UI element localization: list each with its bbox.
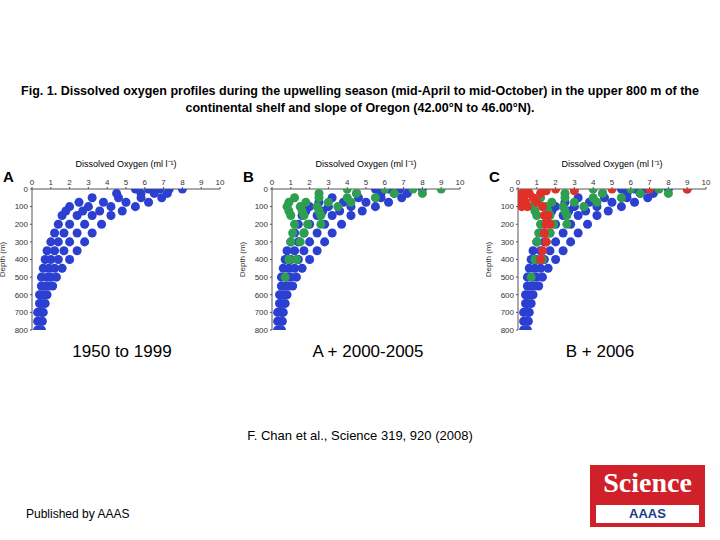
svg-text:100: 100 [255, 202, 269, 211]
svg-text:500: 500 [255, 273, 269, 282]
svg-text:7: 7 [161, 178, 166, 187]
svg-text:400: 400 [15, 255, 29, 264]
svg-text:9: 9 [199, 178, 204, 187]
svg-text:6: 6 [143, 178, 148, 187]
html-text:AAAS: AAAS [629, 506, 666, 521]
svg-text:500: 500 [15, 273, 29, 282]
svg-text:7: 7 [401, 178, 406, 187]
svg-text:600: 600 [501, 291, 515, 300]
svg-text:100: 100 [15, 202, 29, 211]
svg-text:8: 8 [180, 178, 185, 187]
svg-text:0: 0 [264, 185, 269, 194]
svg-text:2: 2 [67, 178, 72, 187]
svg-text:400: 400 [501, 255, 515, 264]
svg-text:5: 5 [124, 178, 129, 187]
svg-text:200: 200 [15, 220, 29, 229]
html-text:A + 2000-2005: A + 2000-2005 [312, 342, 424, 361]
svg-text:8: 8 [666, 178, 671, 187]
svg-text:300: 300 [255, 238, 269, 247]
html-text:Published by AAAS: Published by AAAS [26, 507, 130, 521]
svg-text:2: 2 [307, 178, 312, 187]
html-text:A: A [3, 168, 14, 185]
svg-text:8: 8 [420, 178, 425, 187]
svg-text:4: 4 [105, 178, 110, 187]
svg-text:4: 4 [345, 178, 350, 187]
svg-text:0: 0 [270, 178, 275, 187]
svg-text:10: 10 [456, 178, 465, 187]
svg-text:800: 800 [501, 326, 515, 335]
svg-text:400: 400 [255, 255, 269, 264]
svg-text:0: 0 [510, 185, 515, 194]
svg-text:200: 200 [255, 220, 269, 229]
svg-text:600: 600 [15, 291, 29, 300]
svg-text:9: 9 [439, 178, 444, 187]
svg-text:0: 0 [24, 185, 29, 194]
html-text:B + 2006: B + 2006 [565, 342, 635, 361]
svg-text:1: 1 [289, 178, 294, 187]
svg-text:Depth (m): Depth (m) [486, 241, 493, 277]
html-text:Dissolved Oxygen (ml l⁻¹): Dissolved Oxygen (ml l⁻¹) [561, 159, 663, 169]
html-text:B: B [243, 168, 254, 185]
html-text:1950 to 1999: 1950 to 1999 [72, 342, 172, 361]
svg-text:300: 300 [15, 238, 29, 247]
html-text:Dissolved Oxygen (ml l⁻¹): Dissolved Oxygen (ml l⁻¹) [315, 159, 417, 169]
svg-text:0: 0 [516, 178, 521, 187]
svg-text:5: 5 [364, 178, 369, 187]
svg-text:3: 3 [326, 178, 331, 187]
html-text:Fig. 1. Dissolved oxygen profi: Fig. 1. Dissolved oxygen profiles during… [21, 84, 699, 115]
svg-text:1: 1 [49, 178, 54, 187]
svg-text:4: 4 [591, 178, 596, 187]
svg-text:700: 700 [255, 308, 269, 317]
svg-text:200: 200 [501, 220, 515, 229]
svg-text:9: 9 [685, 178, 690, 187]
html-text:F. Chan et al., Science 319, 9: F. Chan et al., Science 319, 920 (2008) [247, 428, 473, 443]
svg-text:700: 700 [501, 308, 515, 317]
svg-text:7: 7 [647, 178, 652, 187]
svg-text:10: 10 [702, 178, 711, 187]
svg-text:700: 700 [15, 308, 29, 317]
svg-text:500: 500 [501, 273, 515, 282]
svg-text:Depth (m): Depth (m) [240, 241, 247, 277]
svg-text:3: 3 [572, 178, 577, 187]
svg-text:3: 3 [86, 178, 91, 187]
svg-text:6: 6 [629, 178, 634, 187]
html-text:Dissolved Oxygen (ml l⁻¹): Dissolved Oxygen (ml l⁻¹) [75, 159, 177, 169]
svg-text:600: 600 [255, 291, 269, 300]
svg-text:300: 300 [501, 238, 515, 247]
svg-text:800: 800 [15, 326, 29, 335]
svg-text:2: 2 [553, 178, 558, 187]
svg-text:800: 800 [255, 326, 269, 335]
html-text:Science: Science [603, 467, 692, 498]
svg-text:5: 5 [610, 178, 615, 187]
svg-text:1: 1 [535, 178, 540, 187]
svg-text:0: 0 [30, 178, 35, 187]
svg-text:6: 6 [383, 178, 388, 187]
svg-text:100: 100 [501, 202, 515, 211]
html-text:C: C [489, 168, 500, 185]
svg-text:10: 10 [216, 178, 225, 187]
